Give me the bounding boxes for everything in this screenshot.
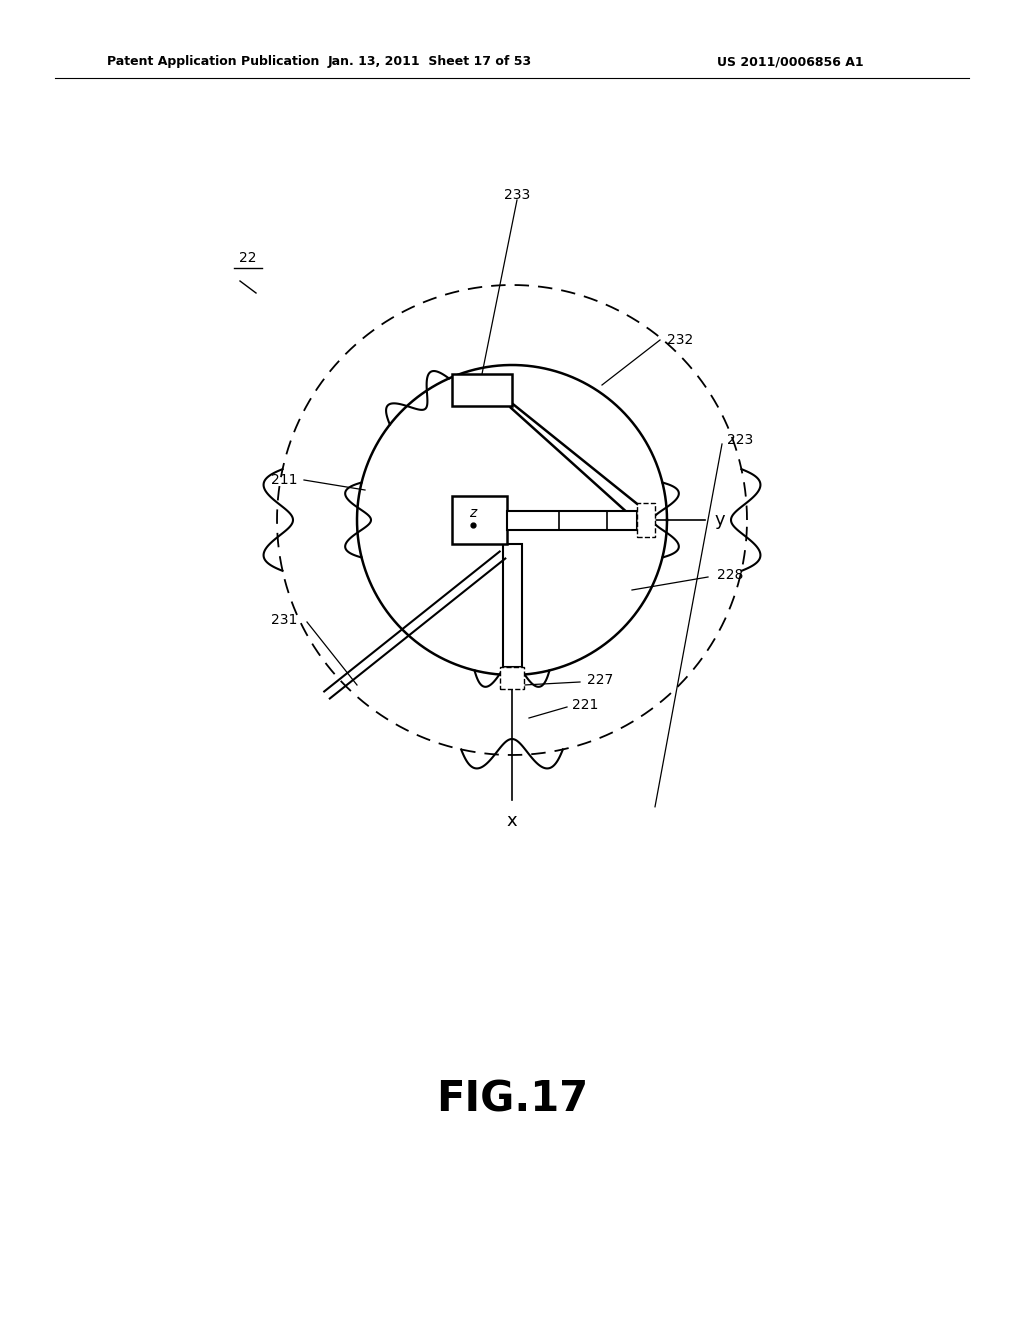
Text: 228: 228	[717, 568, 743, 582]
Text: 223: 223	[727, 433, 754, 447]
Text: FIG.17: FIG.17	[436, 1078, 588, 1121]
Text: 231: 231	[270, 612, 297, 627]
Bar	[452, 496, 507, 544]
Text: 233: 233	[504, 187, 530, 202]
Text: x: x	[507, 812, 517, 830]
Bar	[637, 503, 655, 537]
Text: 211: 211	[270, 473, 297, 487]
Text: y: y	[715, 511, 726, 529]
Bar	[452, 374, 512, 407]
Text: 221: 221	[572, 698, 598, 711]
Text: z: z	[469, 506, 476, 520]
Text: US 2011/0006856 A1: US 2011/0006856 A1	[717, 55, 863, 69]
Bar	[503, 544, 521, 667]
Bar	[500, 667, 524, 689]
Text: Patent Application Publication: Patent Application Publication	[106, 55, 319, 69]
Text: 232: 232	[667, 333, 693, 347]
Text: 227: 227	[587, 673, 613, 686]
Bar	[507, 511, 637, 529]
Text: Jan. 13, 2011  Sheet 17 of 53: Jan. 13, 2011 Sheet 17 of 53	[328, 55, 532, 69]
Text: 22: 22	[240, 251, 257, 265]
